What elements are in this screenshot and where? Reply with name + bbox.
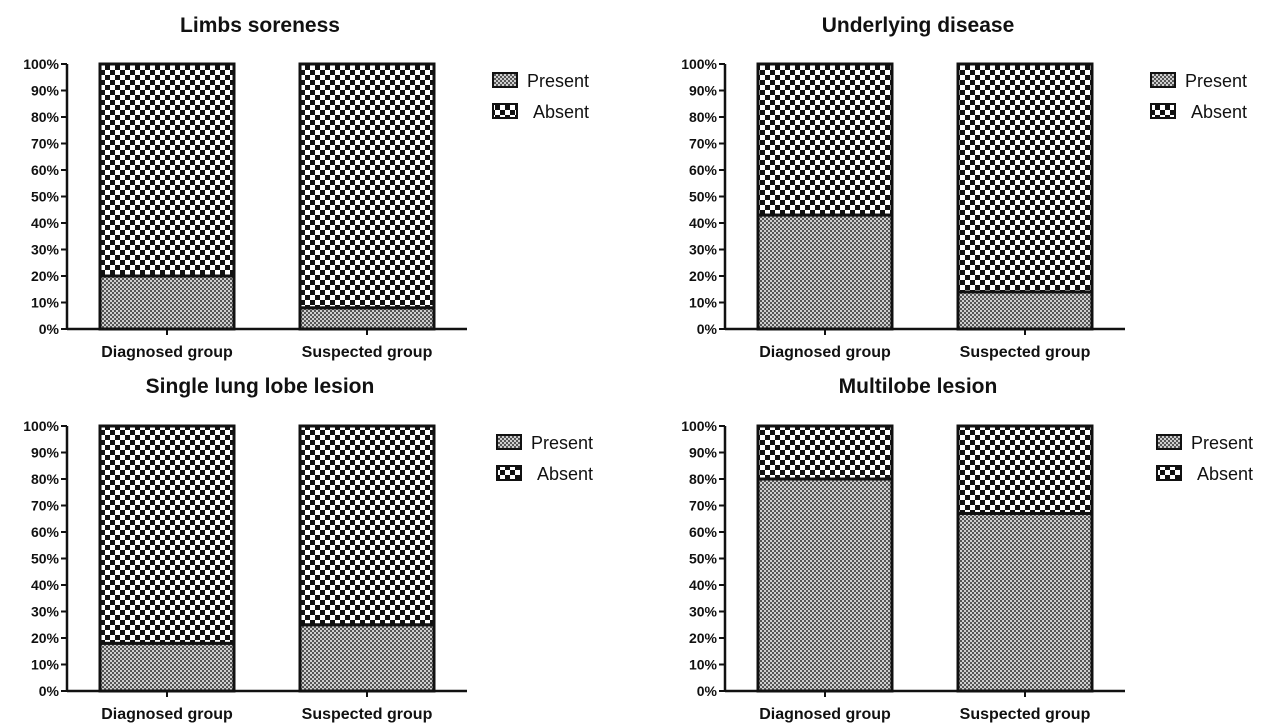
y-tick-label: 50% <box>31 189 60 205</box>
legend-label: Present <box>1191 433 1253 453</box>
x-category-label: Suspected group <box>302 344 433 361</box>
y-tick-label: 100% <box>23 56 59 72</box>
bar-segment-present <box>956 290 1094 331</box>
legend-swatch-absent <box>1150 103 1176 119</box>
x-category-label: Suspected group <box>302 706 433 723</box>
y-tick-label: 0% <box>697 683 718 699</box>
legend-label: Present <box>1185 71 1247 91</box>
legend-swatch-absent <box>496 465 522 481</box>
bar-segment-absent <box>956 62 1094 294</box>
chart-panel: Limbs soreness 0% 10% 20% 30% 40% 50% 60% 70% 80%… <box>23 14 589 361</box>
y-tick-label: 70% <box>689 498 718 514</box>
legend-label: Absent <box>1191 102 1247 122</box>
y-tick-label: 20% <box>31 268 60 284</box>
y-tick-label: 10% <box>31 657 60 673</box>
bar-segment-absent <box>98 424 236 645</box>
bar-segment-absent <box>98 62 236 278</box>
y-tick-label: 100% <box>681 56 717 72</box>
y-tick-label: 70% <box>31 498 60 514</box>
bar-segment-absent <box>756 424 894 481</box>
bar-segment-absent <box>756 62 894 217</box>
y-tick-label: 0% <box>39 321 60 337</box>
bar-segment-absent <box>298 62 436 310</box>
y-tick-label: 80% <box>31 109 60 125</box>
y-tick-label: 10% <box>689 295 718 311</box>
legend-swatch-present <box>496 434 522 450</box>
chart-title: Single lung lobe lesion <box>146 375 375 398</box>
y-tick-label: 30% <box>689 604 718 620</box>
y-tick-label: 100% <box>681 418 717 434</box>
y-tick-label: 40% <box>689 215 718 231</box>
legend-label: Present <box>527 71 589 91</box>
y-tick-label: 60% <box>689 524 718 540</box>
y-tick-label: 30% <box>689 242 718 258</box>
y-tick-label: 70% <box>689 136 718 152</box>
y-tick-label: 60% <box>31 162 60 178</box>
y-tick-label: 100% <box>23 418 59 434</box>
y-tick-label: 80% <box>689 109 718 125</box>
y-tick-label: 10% <box>689 657 718 673</box>
legend-label: Absent <box>537 464 593 484</box>
legend-label: Present <box>531 433 593 453</box>
chart-panel: Underlying disease 0% 10% 20% 30% 40% 50% 60% 70… <box>681 14 1247 361</box>
y-tick-label: 80% <box>31 471 60 487</box>
y-tick-label: 10% <box>31 295 60 311</box>
x-category-label: Diagnosed group <box>759 344 891 361</box>
y-tick-label: 90% <box>689 83 718 99</box>
bar-segment-absent <box>956 424 1094 515</box>
y-tick-label: 40% <box>31 215 60 231</box>
legend-swatch-present <box>1156 434 1182 450</box>
bar-segment-present <box>298 623 436 693</box>
y-tick-label: 20% <box>689 268 718 284</box>
legend-label: Absent <box>1197 464 1253 484</box>
x-category-label: Diagnosed group <box>101 706 233 723</box>
chart-panel: Single lung lobe lesion 0% 10% 20% 30% 40% 50%… <box>23 375 593 723</box>
x-category-label: Diagnosed group <box>101 344 233 361</box>
x-category-label: Suspected group <box>960 706 1091 723</box>
x-category-label: Diagnosed group <box>759 706 891 723</box>
y-tick-label: 50% <box>31 551 60 567</box>
y-tick-label: 60% <box>31 524 60 540</box>
bar-segment-present <box>98 274 236 331</box>
bar-segment-present <box>98 641 236 693</box>
bar-segment-present <box>756 213 894 331</box>
legend-label: Absent <box>533 102 589 122</box>
y-tick-label: 80% <box>689 471 718 487</box>
y-tick-label: 40% <box>689 577 718 593</box>
y-tick-label: 50% <box>689 189 718 205</box>
y-tick-label: 60% <box>689 162 718 178</box>
legend-swatch-present <box>1150 72 1176 88</box>
x-category-label: Suspected group <box>960 344 1091 361</box>
y-tick-label: 20% <box>31 630 60 646</box>
bar-segment-absent <box>298 424 436 627</box>
y-tick-label: 90% <box>31 83 60 99</box>
bar-segment-present <box>756 477 894 693</box>
legend-swatch-absent <box>492 103 518 119</box>
y-tick-label: 30% <box>31 242 60 258</box>
bar-segment-present <box>298 306 436 331</box>
legend-swatch-present <box>492 72 518 88</box>
bar-segment-present <box>956 511 1094 693</box>
y-tick-label: 50% <box>689 551 718 567</box>
chart-title: Underlying disease <box>822 14 1015 37</box>
chart-title: Limbs soreness <box>180 14 340 37</box>
y-tick-label: 90% <box>31 445 60 461</box>
y-tick-label: 70% <box>31 136 60 152</box>
y-tick-label: 40% <box>31 577 60 593</box>
y-tick-label: 20% <box>689 630 718 646</box>
chart-panel: Multilobe lesion 0% 10% 20% 30% 40% 50% 60% 70% 8… <box>681 375 1253 723</box>
y-tick-label: 90% <box>689 445 718 461</box>
chart-title: Multilobe lesion <box>839 375 998 398</box>
y-tick-label: 30% <box>31 604 60 620</box>
legend-swatch-absent <box>1156 465 1182 481</box>
y-tick-label: 0% <box>39 683 60 699</box>
y-tick-label: 0% <box>697 321 718 337</box>
